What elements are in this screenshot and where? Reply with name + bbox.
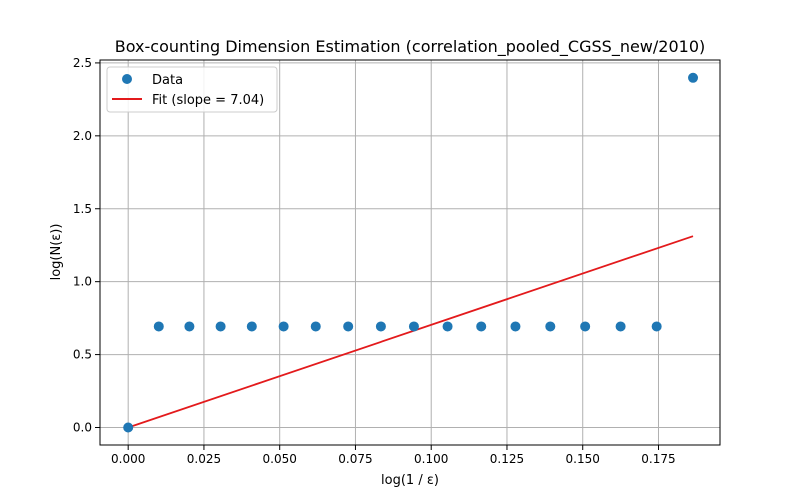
legend: Data Fit (slope = 7.04) — [106, 66, 278, 113]
legend-fit-label: Fit (slope = 7.04) — [152, 93, 264, 108]
data-point — [278, 321, 289, 332]
data-point — [510, 321, 521, 332]
data-point — [375, 321, 386, 332]
data-point — [246, 321, 257, 332]
fit-line — [127, 235, 694, 429]
y-axis-label: log(N(ε)) — [49, 224, 64, 281]
data-point — [215, 321, 226, 332]
legend-data-marker — [122, 74, 132, 84]
y-tick-label: 2.5 — [73, 56, 92, 70]
data-point — [343, 321, 354, 332]
grid — [100, 60, 720, 445]
data-point — [408, 321, 419, 332]
data-point — [310, 321, 321, 332]
y-tick-label: 1.0 — [73, 275, 92, 289]
legend-data-label: Data — [152, 73, 183, 88]
plot-frame — [99, 59, 721, 446]
x-tick-label: 0.175 — [641, 452, 675, 466]
x-tick-label: 0.125 — [490, 452, 524, 466]
x-tick-label: 0.025 — [187, 452, 221, 466]
x-tick-label: 0.150 — [566, 452, 600, 466]
data-point — [615, 321, 626, 332]
data-point — [651, 321, 662, 332]
y-tick-label: 0.5 — [73, 348, 92, 362]
legend-frame — [106, 66, 278, 113]
x-tick-label: 0.000 — [111, 452, 145, 466]
data-point — [153, 321, 164, 332]
data-point — [580, 321, 591, 332]
x-axis-label: log(1 / ε) — [381, 473, 439, 488]
data-point — [688, 72, 699, 83]
y-tick-label: 1.5 — [73, 202, 92, 216]
y-tick-label: 0.0 — [73, 421, 92, 435]
series-layer — [123, 72, 699, 433]
data-point — [123, 422, 134, 433]
y-tick-label: 2.0 — [73, 129, 92, 143]
data-point — [442, 321, 453, 332]
data-point — [476, 321, 487, 332]
data-point — [545, 321, 556, 332]
chart-title: Box-counting Dimension Estimation (corre… — [115, 37, 705, 57]
x-tick-label: 0.100 — [414, 452, 448, 466]
axis-ticks: 0.000 0.025 0.050 0.075 0.100 0.125 0.150 0.175… — [73, 56, 676, 466]
data-point — [184, 321, 195, 332]
x-tick-label: 0.050 — [263, 452, 297, 466]
x-tick-label: 0.075 — [338, 452, 372, 466]
